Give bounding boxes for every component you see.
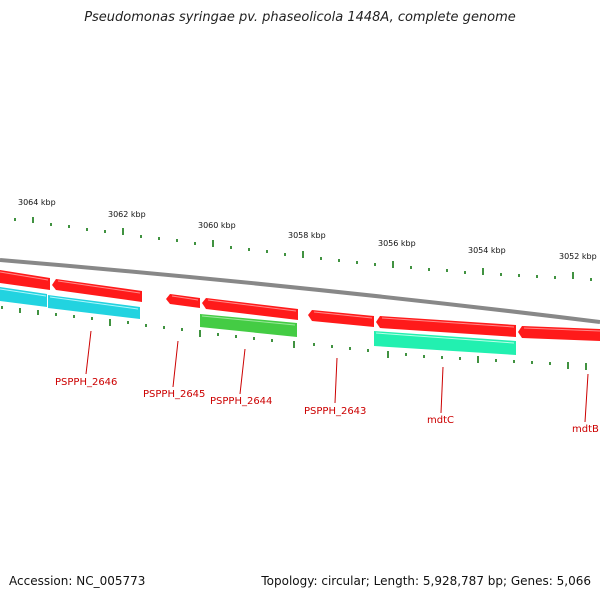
scale-label: 3052 kbp — [559, 252, 597, 261]
genome-backbone — [0, 258, 600, 324]
gene-label: PSPPH_2644 — [210, 396, 272, 407]
feature-cyan[interactable] — [48, 295, 140, 319]
feature-aqua[interactable] — [374, 331, 516, 355]
inner-ticks — [1, 306, 587, 370]
feature-green[interactable] — [200, 314, 297, 337]
scale-label: 3056 kbp — [378, 239, 416, 248]
scale-label: 3054 kbp — [468, 246, 506, 255]
gene-label: PSPPH_2643 — [304, 406, 366, 417]
genome-summary: Topology: circular; Length: 5,928,787 bp… — [261, 574, 591, 588]
map-title: Pseudomonas syringae pv. phaseolicola 14… — [84, 10, 516, 25]
label-leaders — [85, 330, 589, 423]
rna-features — [0, 287, 516, 355]
scale-ticks — [14, 217, 592, 281]
gene-arrow[interactable] — [376, 316, 516, 337]
gene-label: mdtC — [427, 415, 454, 426]
feature-cyan[interactable] — [0, 287, 47, 307]
cds-features — [0, 270, 600, 341]
gene-arrow[interactable] — [202, 298, 298, 320]
gene-label: mdtB — [572, 424, 599, 435]
gene-arrow[interactable] — [0, 270, 50, 290]
gene-arrow[interactable] — [52, 279, 142, 302]
scale-label: 3062 kbp — [108, 210, 146, 219]
scale-label: 3060 kbp — [198, 221, 236, 230]
scale-label: 3058 kbp — [288, 231, 326, 240]
gene-arrow[interactable] — [166, 294, 200, 308]
gene-arrow[interactable] — [308, 310, 374, 327]
gene-label: PSPPH_2645 — [143, 389, 205, 400]
scale-label: 3064 kbp — [18, 198, 56, 207]
gene-label: PSPPH_2646 — [55, 377, 117, 388]
accession-text: Accession: NC_005773 — [9, 574, 146, 588]
